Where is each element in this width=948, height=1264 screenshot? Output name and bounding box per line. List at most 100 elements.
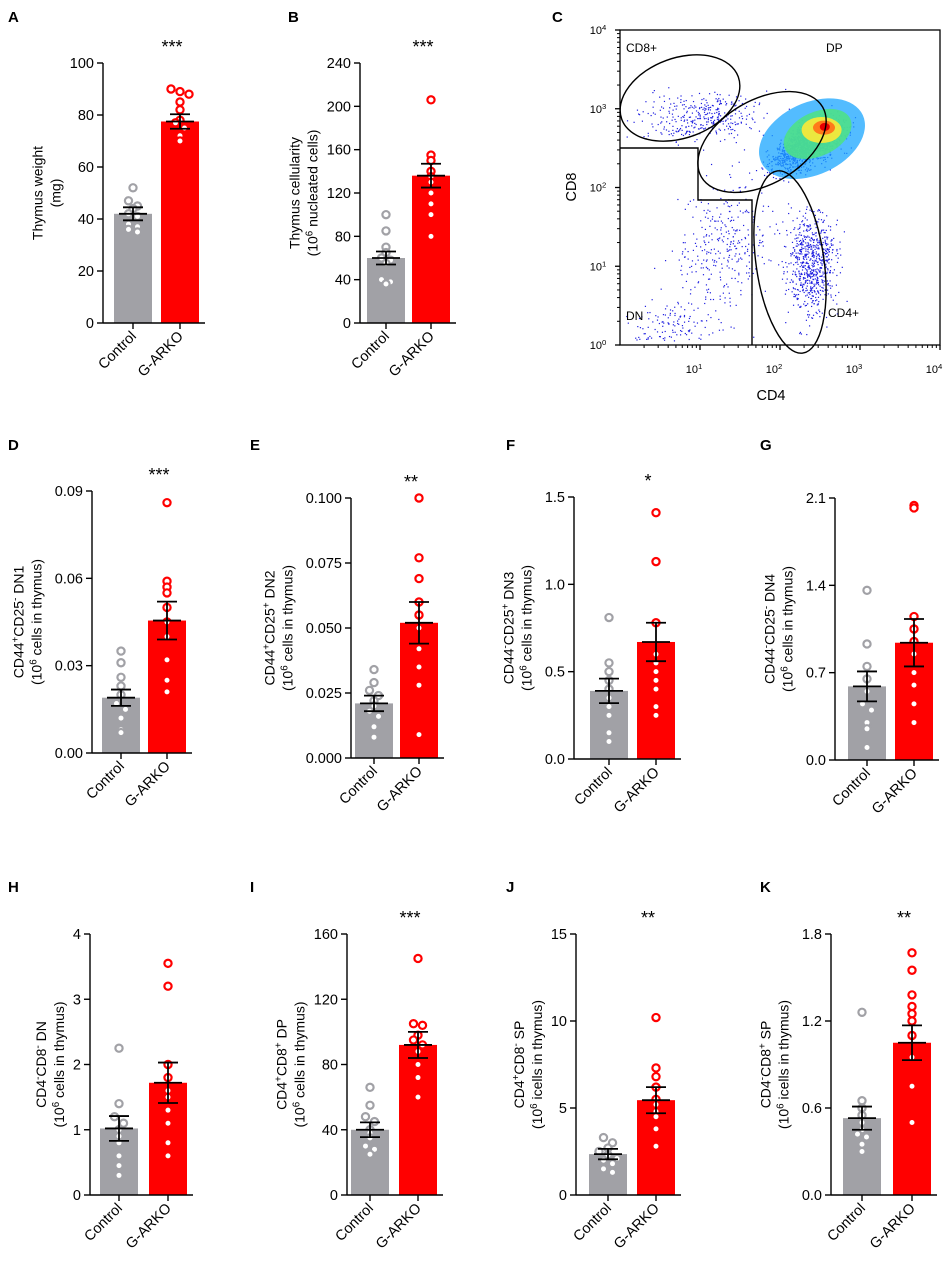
event-dot [803, 256, 805, 258]
event-dot [803, 235, 805, 237]
event-dot [643, 333, 645, 335]
event-dot [686, 119, 688, 121]
event-dot [810, 290, 812, 292]
event-dot [718, 238, 720, 240]
x-tick-label: 103 [846, 362, 863, 377]
event-dot [821, 281, 823, 283]
data-point-control [604, 728, 614, 738]
event-dot [651, 299, 653, 301]
event-dot [799, 284, 802, 286]
event-dot [718, 216, 721, 218]
event-dot [814, 278, 816, 280]
event-dot [787, 203, 790, 205]
event-dot [713, 264, 715, 266]
event-dot [703, 209, 705, 212]
event-dot [804, 246, 806, 248]
event-dot [694, 119, 696, 121]
event-dot [712, 105, 714, 107]
event-dot [647, 312, 649, 314]
event-dot [740, 257, 742, 259]
event-dot [656, 331, 659, 333]
event-dot [689, 200, 691, 202]
event-dot [648, 318, 650, 320]
event-dot [825, 316, 828, 319]
event-dot [814, 214, 816, 216]
data-point-control [369, 722, 379, 732]
event-dot [783, 245, 786, 248]
event-dot [794, 288, 796, 290]
event-dot [827, 248, 829, 250]
event-dot [711, 127, 713, 129]
y-tick-label: 5 [559, 1101, 567, 1117]
event-dot [819, 243, 821, 245]
data-point-control [364, 685, 375, 696]
event-dot [808, 226, 810, 228]
event-dot [809, 280, 811, 282]
y-axis-label: (mg) [48, 179, 64, 208]
event-dot [720, 322, 722, 324]
event-dot [797, 237, 799, 239]
event-dot [680, 269, 682, 271]
event-dot [704, 108, 707, 110]
event-dot [817, 221, 819, 223]
event-dot [730, 326, 732, 328]
event-dot [687, 250, 689, 253]
event-dot [837, 253, 839, 255]
data-point-control [369, 732, 379, 742]
event-dot [673, 132, 675, 134]
event-dot [724, 189, 726, 191]
event-dot [805, 253, 807, 255]
event-dot [678, 318, 680, 320]
event-dot [806, 289, 808, 291]
event-dot [817, 303, 819, 305]
event-dot [672, 116, 674, 118]
event-dot [758, 130, 761, 132]
event-dot [827, 254, 830, 256]
event-dot [720, 197, 722, 200]
event-dot [811, 291, 813, 294]
event-dot [744, 187, 746, 189]
event-dot [745, 245, 747, 248]
event-dot [821, 264, 823, 266]
event-dot [807, 242, 809, 244]
event-dot [804, 217, 806, 219]
event-dot [752, 244, 754, 246]
event-dot [806, 282, 809, 284]
event-dot [835, 284, 838, 286]
event-dot [716, 133, 718, 135]
event-dot [654, 267, 656, 270]
event-dot [715, 98, 717, 100]
event-dot [805, 236, 807, 238]
event-dot [812, 250, 814, 252]
event-dot [824, 232, 826, 234]
data-point-control [852, 1129, 863, 1139]
data-point-garko [651, 684, 661, 694]
event-dot [736, 204, 739, 206]
event-dot [825, 250, 827, 253]
event-dot [811, 262, 813, 264]
event-dot [688, 133, 691, 136]
panel-letter-a: A [8, 9, 19, 26]
event-dot [708, 251, 710, 254]
event-dot [662, 314, 665, 316]
event-dot [746, 250, 749, 252]
event-dot [824, 264, 827, 266]
event-dot [819, 211, 822, 213]
category-label: Control [336, 764, 380, 808]
event-dot [821, 290, 823, 292]
y-tick-label: 0 [343, 316, 351, 332]
event-dot [732, 103, 734, 105]
event-dot [638, 336, 640, 339]
event-dot [831, 259, 833, 261]
event-dot [692, 216, 694, 218]
event-dot [797, 259, 799, 261]
event-dot [795, 234, 797, 236]
event-dot [805, 304, 807, 307]
event-dot [707, 109, 710, 111]
event-dot [827, 269, 829, 271]
data-point-garko [414, 680, 424, 690]
event-dot [680, 99, 682, 101]
event-dot [704, 127, 707, 129]
event-dot [798, 257, 801, 259]
event-dot [778, 264, 780, 266]
